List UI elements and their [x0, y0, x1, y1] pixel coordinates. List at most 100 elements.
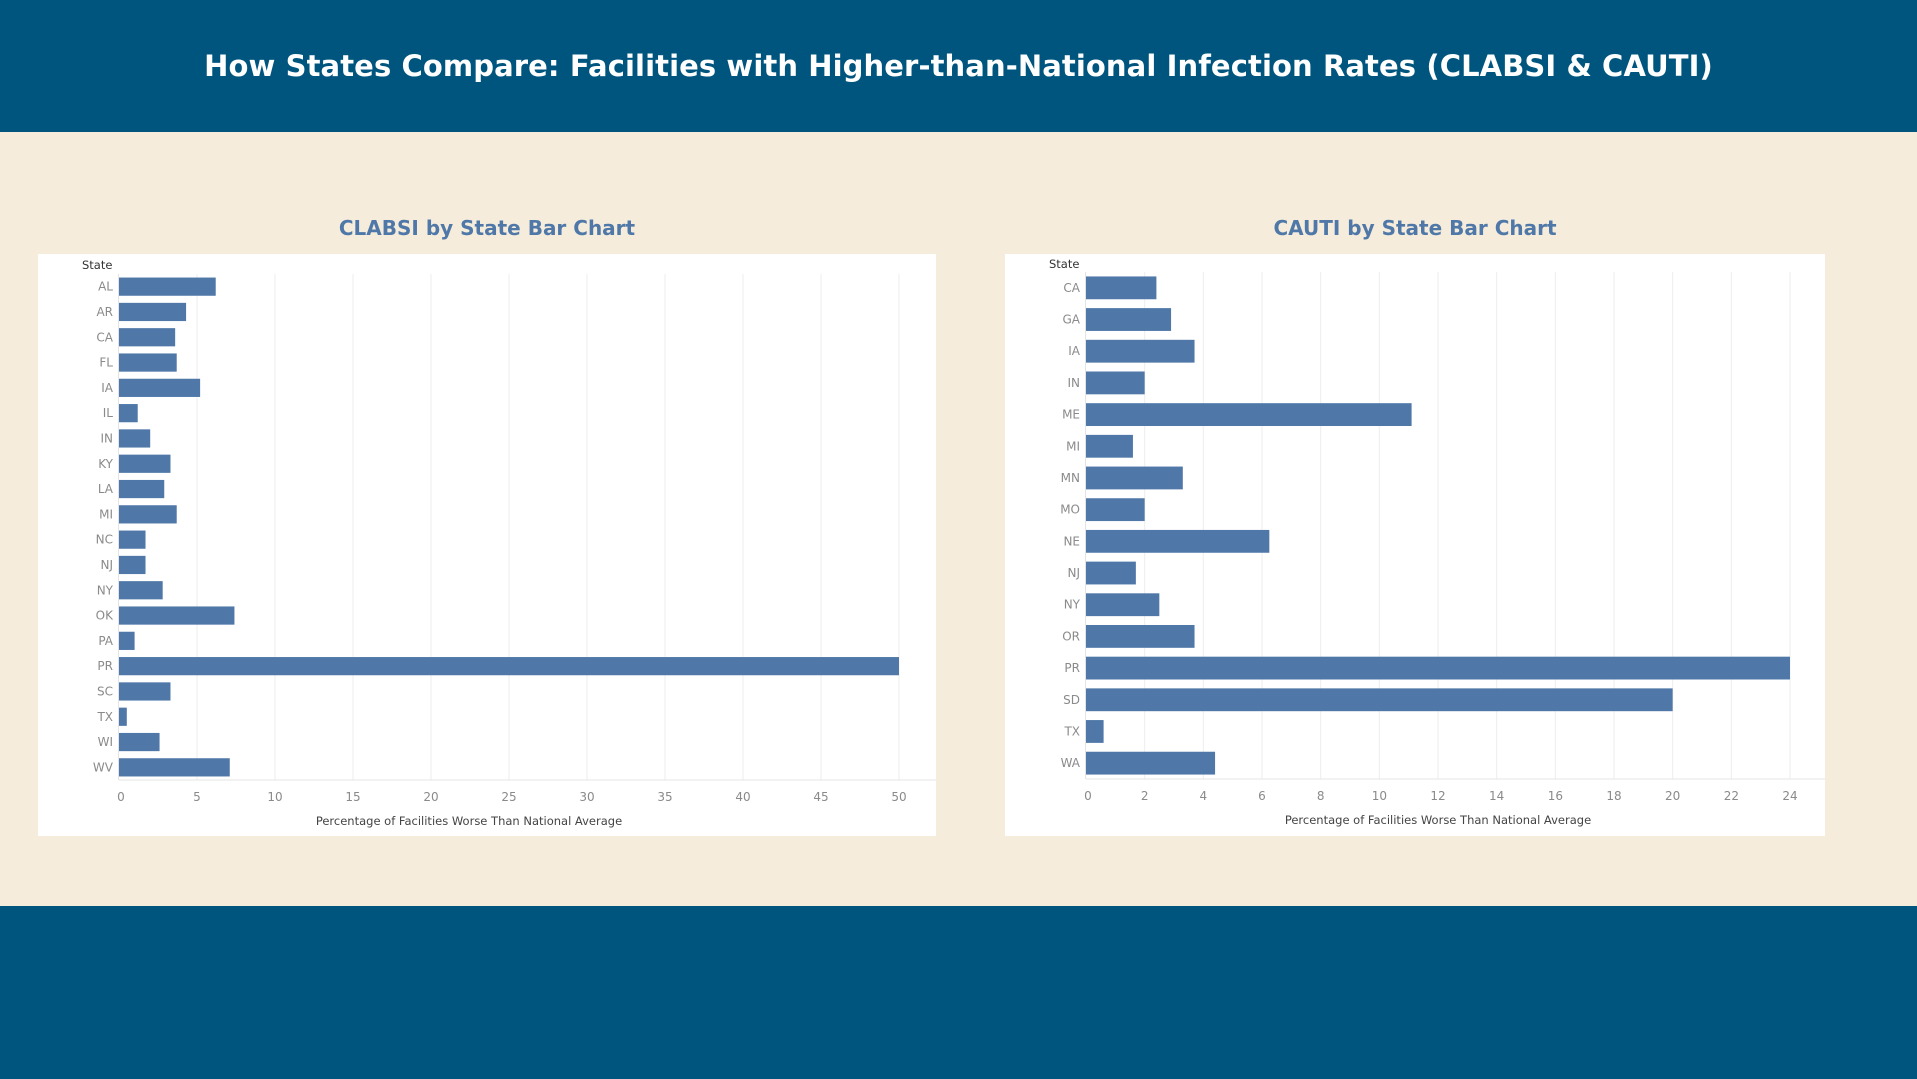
cauti-bar-wa[interactable]	[1086, 751, 1216, 775]
cauti-state-label: MO	[1060, 503, 1080, 517]
clabsi-x-tick-label: 35	[657, 790, 672, 804]
clabsi-state-label: LA	[98, 482, 114, 496]
cauti-state-label: MI	[1066, 439, 1080, 453]
clabsi-bar-tx[interactable]	[119, 707, 127, 726]
cauti-bar-mn[interactable]	[1086, 466, 1183, 490]
clabsi-bar-in[interactable]	[119, 429, 151, 448]
cauti-bar-sd[interactable]	[1086, 688, 1673, 712]
cauti-state-label: NJ	[1067, 566, 1080, 580]
cauti-state-label: PR	[1064, 661, 1080, 675]
cauti-x-tick-label: 6	[1258, 789, 1266, 803]
clabsi-bar-chart-svg: State AL AR CA FL IA IL IN KY LA MI NC NJ NY OK PA PR SC T…	[82, 258, 936, 828]
clabsi-bar-pr[interactable]	[119, 657, 899, 676]
clabsi-chart: State AL AR CA FL IA IL IN KY LA MI NC NJ NY OK PA PR SC T…	[38, 254, 936, 836]
clabsi-bar-wi[interactable]	[119, 732, 160, 752]
cauti-bar-in[interactable]	[1086, 371, 1145, 395]
cauti-state-label: ME	[1062, 408, 1080, 422]
clabsi-bar-ca[interactable]	[119, 328, 176, 347]
clabsi-state-label: KY	[98, 457, 113, 471]
cauti-state-label: IN	[1067, 376, 1080, 390]
cauti-state-label: NY	[1064, 598, 1081, 612]
cauti-bar-ne[interactable]	[1086, 529, 1270, 553]
cauti-bar-or[interactable]	[1086, 624, 1195, 648]
clabsi-state-label: IL	[103, 406, 114, 420]
clabsi-state-label: SC	[97, 684, 113, 698]
clabsi-bar-fl[interactable]	[119, 353, 177, 372]
cauti-state-label: NE	[1063, 534, 1080, 548]
page-title: How States Compare: Facilities with High…	[204, 49, 1713, 83]
dashboard-header: How States Compare: Facilities with High…	[0, 0, 1917, 132]
cauti-bar-pr[interactable]	[1086, 656, 1790, 680]
clabsi-x-tick-label: 50	[891, 790, 906, 804]
clabsi-state-label: OK	[96, 609, 114, 623]
cauti-x-tick-label: 2	[1141, 789, 1149, 803]
cauti-state-label: OR	[1062, 629, 1080, 643]
cauti-x-tick-label: 24	[1782, 789, 1797, 803]
cauti-x-axis-title: Percentage of Facilities Worse Than Nati…	[1285, 813, 1591, 827]
clabsi-bar-ok[interactable]	[119, 606, 235, 625]
clabsi-state-label: NY	[97, 583, 114, 597]
clabsi-bar-ia[interactable]	[119, 378, 201, 397]
cauti-x-tick-label: 16	[1548, 789, 1563, 803]
cauti-state-label: MN	[1061, 471, 1080, 485]
clabsi-bar-il[interactable]	[119, 404, 138, 423]
clabsi-bar-nj[interactable]	[119, 555, 146, 575]
clabsi-bar-la[interactable]	[119, 479, 165, 499]
cauti-bar-me[interactable]	[1086, 403, 1412, 427]
clabsi-state-label: PA	[98, 634, 113, 648]
clabsi-state-label: NC	[96, 533, 113, 547]
clabsi-chart-title: CLABSI by State Bar Chart	[338, 216, 636, 240]
clabsi-x-tick-label: 30	[579, 790, 594, 804]
clabsi-state-label: NJ	[100, 558, 113, 572]
clabsi-state-label: PR	[97, 659, 113, 673]
cauti-state-label: IA	[1068, 344, 1081, 358]
cauti-state-label: SD	[1063, 693, 1080, 707]
clabsi-state-label: AL	[98, 280, 113, 294]
cauti-bar-tx[interactable]	[1086, 720, 1104, 743]
clabsi-bar-pa[interactable]	[119, 631, 135, 650]
cauti-x-tick-label: 8	[1317, 789, 1325, 803]
cauti-bar-mo[interactable]	[1086, 498, 1145, 522]
clabsi-x-tick-label: 45	[813, 790, 828, 804]
clabsi-rows-header: State	[82, 258, 112, 272]
cauti-x-tick-label: 18	[1606, 789, 1621, 803]
clabsi-x-tick-label: 40	[735, 790, 750, 804]
cauti-chart: State CA GA IA IN ME MI MN MO NE NJ NY OR PR SD TX WA 0 2 4…	[1005, 254, 1825, 836]
cauti-bar-ny[interactable]	[1086, 593, 1160, 617]
clabsi-x-tick-label: 10	[267, 790, 282, 804]
clabsi-bar-ar[interactable]	[119, 302, 187, 322]
cauti-bar-ga[interactable]	[1086, 308, 1172, 331]
cauti-x-tick-label: 22	[1724, 789, 1739, 803]
cauti-state-label: TX	[1063, 724, 1080, 738]
cauti-x-tick-label: 4	[1200, 789, 1208, 803]
clabsi-x-tick-label: 25	[501, 790, 516, 804]
clabsi-state-label: WI	[98, 735, 113, 749]
cauti-x-tick-label: 10	[1372, 789, 1387, 803]
clabsi-bar-ky[interactable]	[119, 454, 171, 473]
clabsi-state-label: CA	[96, 330, 113, 344]
clabsi-state-label: IA	[101, 381, 114, 395]
clabsi-state-label: WV	[93, 760, 114, 774]
cauti-x-tick-label: 0	[1084, 789, 1092, 803]
cauti-bar-ia[interactable]	[1086, 339, 1195, 363]
clabsi-x-axis-title: Percentage of Facilities Worse Than Nati…	[316, 814, 622, 828]
cauti-x-tick-label: 20	[1665, 789, 1680, 803]
clabsi-bar-mi[interactable]	[119, 505, 177, 524]
clabsi-bar-sc[interactable]	[119, 682, 171, 701]
cauti-x-tick-label: 14	[1489, 789, 1504, 803]
cauti-x-tick-label: 12	[1430, 789, 1445, 803]
clabsi-state-label: FL	[99, 356, 113, 370]
clabsi-state-label: MI	[99, 507, 113, 521]
clabsi-bar-al[interactable]	[119, 277, 216, 296]
cauti-bar-nj[interactable]	[1086, 561, 1136, 585]
cauti-chart-title: CAUTI by State Bar Chart	[1273, 216, 1557, 240]
cauti-bar-mi[interactable]	[1086, 434, 1133, 458]
cauti-state-label: WA	[1061, 756, 1081, 770]
clabsi-x-tick-label: 20	[423, 790, 438, 804]
clabsi-bar-wv[interactable]	[119, 758, 230, 777]
clabsi-state-label: AR	[96, 305, 113, 319]
clabsi-bar-nc[interactable]	[119, 530, 146, 549]
clabsi-x-tick-label: 0	[117, 790, 125, 804]
clabsi-bar-ny[interactable]	[119, 581, 163, 600]
cauti-bar-ca[interactable]	[1086, 276, 1157, 300]
